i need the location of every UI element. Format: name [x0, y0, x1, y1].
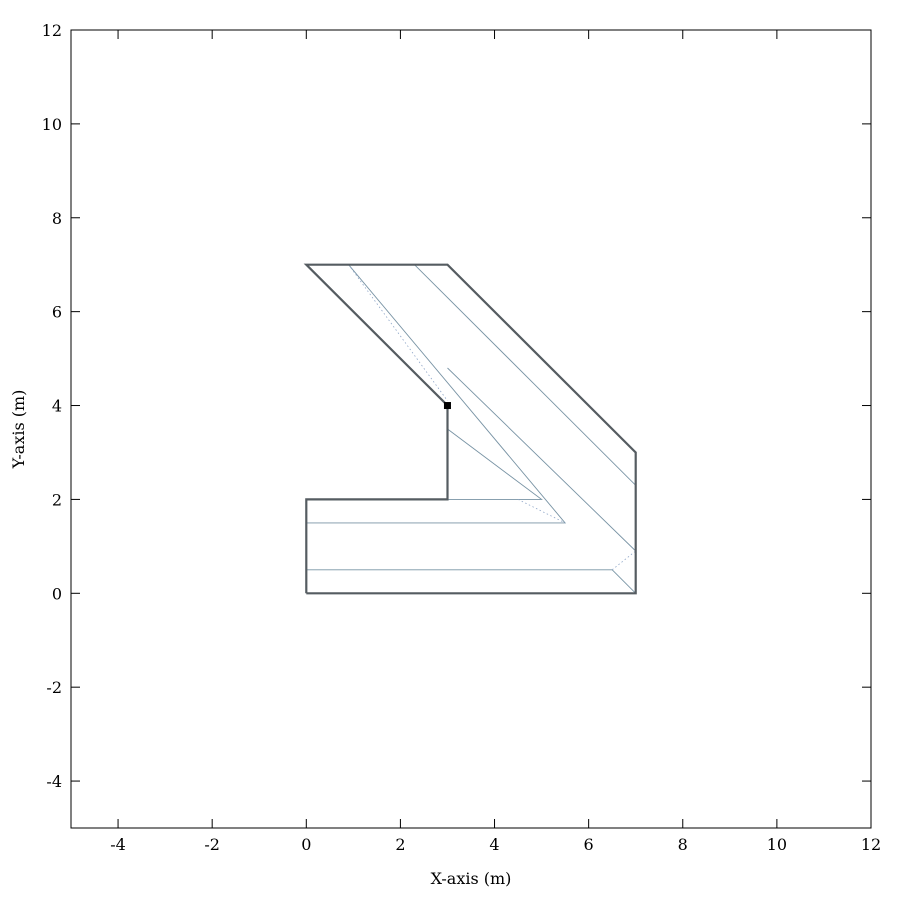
path-line	[447, 428, 543, 500]
y-tick-label: -4	[46, 772, 62, 791]
x-tick-label: 12	[861, 835, 881, 854]
series	[303, 263, 637, 595]
path-line	[414, 264, 637, 486]
path-line	[447, 367, 637, 552]
y-tick-label: 6	[52, 303, 62, 322]
x-tick-label: 2	[395, 835, 405, 854]
x-tick-label: -4	[110, 835, 126, 854]
x-tick-label: -2	[204, 835, 220, 854]
x-axis-label: X-axis (m)	[431, 869, 512, 888]
y-tick-label: 12	[42, 21, 62, 40]
y-tick-label: 10	[42, 115, 62, 134]
marker-point	[443, 402, 451, 410]
x-tick-label: 0	[301, 835, 311, 854]
y-tick-label: 0	[52, 584, 62, 603]
tick-labels: -4 -2 0 2 4 6 8 10 12 -4 -2 0 2 4 6 8 10 12	[42, 21, 882, 854]
dotted-line	[348, 264, 448, 402]
ticks	[71, 29, 872, 828]
y-tick-label: 4	[52, 397, 62, 416]
x-tick-label: 6	[584, 835, 594, 854]
plot-frame	[70, 29, 872, 829]
dotted-line	[611, 550, 636, 571]
dotted-line	[517, 499, 566, 524]
x-tick-label: 4	[489, 835, 499, 854]
y-tick-label: -2	[46, 678, 62, 697]
y-tick-label: 2	[52, 490, 62, 509]
y-axis-label: Y-axis (m)	[9, 390, 28, 470]
y-tick-label: 8	[52, 209, 62, 228]
x-tick-label: 10	[767, 835, 787, 854]
boundary-outline	[303, 263, 637, 595]
x-tick-label: 8	[678, 835, 688, 854]
path-line	[306, 569, 637, 594]
